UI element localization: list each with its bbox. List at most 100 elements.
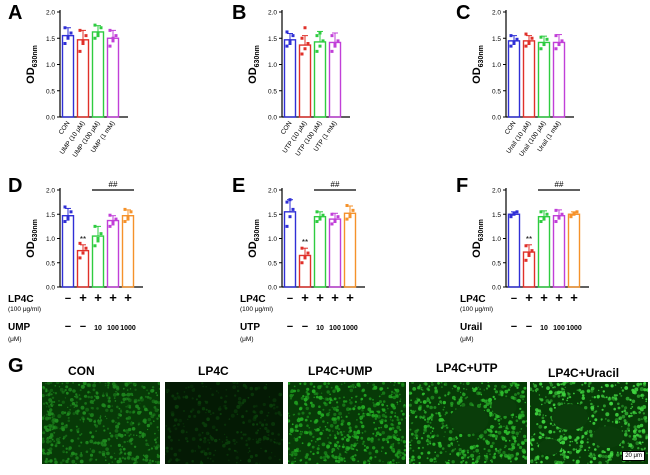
cell-speck [495, 449, 498, 452]
cell-speck [443, 419, 446, 422]
cell-speck [519, 394, 524, 399]
cell-speck [332, 389, 336, 393]
cell-speck [500, 457, 503, 459]
cell-speck [360, 401, 362, 403]
cell-speck [354, 454, 357, 457]
cell-speck [593, 457, 597, 460]
cell-speck [114, 457, 117, 460]
cell-speck [111, 419, 115, 423]
cell-speck [481, 398, 485, 402]
drug-mark: 10 [316, 325, 324, 332]
cell-speck [411, 410, 415, 415]
cell-speck [466, 449, 469, 452]
cell-speck [444, 431, 446, 433]
cell-speck [304, 418, 308, 422]
cell-speck [438, 444, 443, 448]
cell-speck [348, 407, 352, 411]
drug-mark: − [80, 321, 86, 333]
data-point-b [318, 44, 322, 48]
cell-speck [335, 459, 338, 463]
cell-speck [461, 456, 464, 460]
cell-speck [588, 385, 590, 388]
y-tick-label-d: 0.5 [46, 260, 55, 267]
cell-speck [586, 441, 589, 444]
cell-speck [477, 386, 480, 389]
cell-speck [93, 399, 96, 401]
cell-speck [324, 425, 327, 428]
cell-speck [505, 395, 508, 398]
cell-speck [62, 445, 64, 447]
cell-speck [63, 451, 65, 453]
cell-speck [255, 438, 258, 440]
cell-speck [561, 440, 566, 445]
cell-speck [507, 388, 511, 392]
cell-speck [477, 438, 479, 440]
cell-speck [75, 456, 79, 460]
cell-speck [94, 395, 96, 397]
cell-speck [426, 457, 429, 460]
cell-speck [116, 392, 120, 396]
cell-speck [80, 441, 83, 444]
cell-speck [108, 462, 110, 464]
cell-speck [563, 433, 565, 436]
cell-speck [329, 424, 334, 428]
cell-speck [71, 402, 76, 406]
cell-speck [417, 398, 421, 402]
cell-speck [381, 450, 383, 452]
cell-speck [549, 383, 554, 387]
data-point-d [81, 251, 85, 255]
cell-speck [644, 447, 646, 450]
cell-speck [44, 459, 49, 464]
cell-speck [126, 421, 129, 424]
cell-speck [500, 453, 504, 457]
cell-speck [304, 395, 308, 398]
cell-speck [99, 415, 102, 417]
cell-speck [487, 382, 490, 384]
cell-speck [52, 404, 55, 406]
cell-speck [88, 413, 91, 415]
cell-speck [356, 395, 358, 397]
cell-speck [103, 429, 106, 432]
bar-d [106, 219, 120, 288]
cell-speck [102, 425, 105, 428]
cell-speck [532, 389, 535, 392]
cell-speck [356, 419, 358, 421]
cell-speck [509, 460, 512, 463]
cell-speck [191, 408, 195, 412]
cell-speck [458, 444, 460, 446]
cell-speck [133, 434, 135, 436]
cell-speck [173, 396, 177, 401]
cell-speck [46, 382, 51, 385]
cell-speck [107, 396, 111, 400]
cell-speck [155, 441, 158, 444]
cell-speck [50, 443, 54, 447]
cell-speck [76, 412, 79, 416]
drug-mark: 100 [329, 325, 341, 332]
cell-speck [322, 420, 325, 423]
cell-speck [315, 441, 317, 443]
y-tick-label-b: 1.0 [268, 62, 277, 69]
data-point-d [66, 217, 70, 221]
cell-speck [513, 439, 517, 443]
cell-speck [60, 461, 63, 464]
cell-speck [47, 393, 51, 397]
cell-speck [197, 400, 202, 405]
cell-speck [133, 382, 137, 387]
cell-speck [566, 455, 570, 459]
cell-speck [150, 389, 154, 393]
cell-speck [411, 455, 415, 459]
cell-speck [53, 431, 56, 434]
cell-speck [374, 449, 379, 454]
y-tick-label-f: 1.5 [492, 212, 501, 219]
cell-speck [364, 445, 366, 447]
cell-speck [487, 434, 490, 436]
cell-speck [49, 447, 53, 451]
cell-speck [289, 397, 293, 400]
cell-speck [354, 386, 357, 388]
cell-speck [51, 428, 54, 431]
cell-speck [47, 404, 51, 408]
cell-speck [373, 385, 378, 390]
cell-speck [491, 441, 495, 445]
cell-speck [347, 421, 351, 426]
bar-c [507, 40, 521, 118]
